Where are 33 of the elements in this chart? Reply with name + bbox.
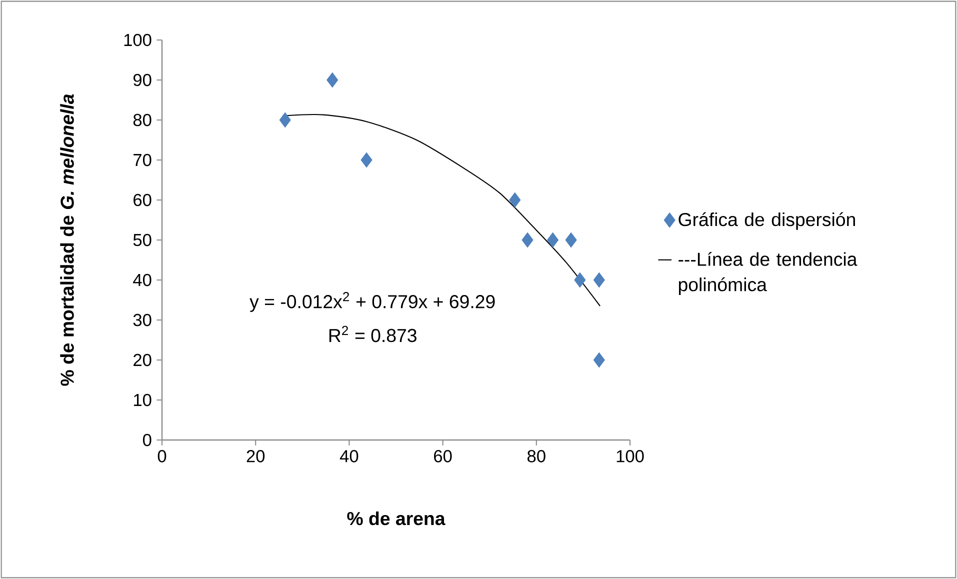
- point: [565, 232, 577, 248]
- y-tick-label: 80: [133, 114, 152, 126]
- y-tick-label: 30: [133, 314, 152, 326]
- point: [360, 152, 372, 168]
- x-axis-title: % de arena: [347, 511, 446, 526]
- y-tick-label: 50: [133, 234, 152, 246]
- x-tick-label: 20: [246, 450, 265, 462]
- y-tick-label: 20: [134, 354, 152, 366]
- y-tick-label: 60: [134, 194, 152, 206]
- point: [509, 192, 521, 208]
- point: [522, 232, 534, 248]
- y-axis-title: % de mortalidad de G. mellonella: [60, 94, 74, 386]
- x-tick-label: 0: [158, 450, 166, 462]
- x-tick-label: 60: [434, 450, 452, 462]
- x-tick-label: 100: [616, 450, 644, 462]
- annotation: y = -0.012x$^{2}$ + 0.779x + 69.29: [250, 292, 495, 312]
- point: [326, 72, 338, 88]
- y-tick-label: 40: [133, 274, 152, 286]
- x-tick-label: 40: [340, 450, 358, 462]
- y-tick-label: 90: [133, 74, 152, 86]
- point: [279, 112, 291, 128]
- point: [574, 272, 586, 288]
- legend-label: ---Línea de tendencia polinómica: [678, 252, 858, 295]
- x-tick-label: 80: [528, 450, 546, 462]
- annotation: R$^{2}$ = 0.873: [329, 326, 416, 342]
- y-tick-label: 100: [124, 34, 152, 46]
- y-tick-label: 10: [134, 394, 152, 406]
- y-tick-label: 70: [134, 154, 152, 166]
- point: [547, 232, 559, 248]
- point: [593, 352, 605, 368]
- point: [593, 272, 605, 288]
- y-tick-label: 0: [142, 434, 152, 446]
- legend-label: Gráfica de dispersión: [678, 212, 855, 230]
